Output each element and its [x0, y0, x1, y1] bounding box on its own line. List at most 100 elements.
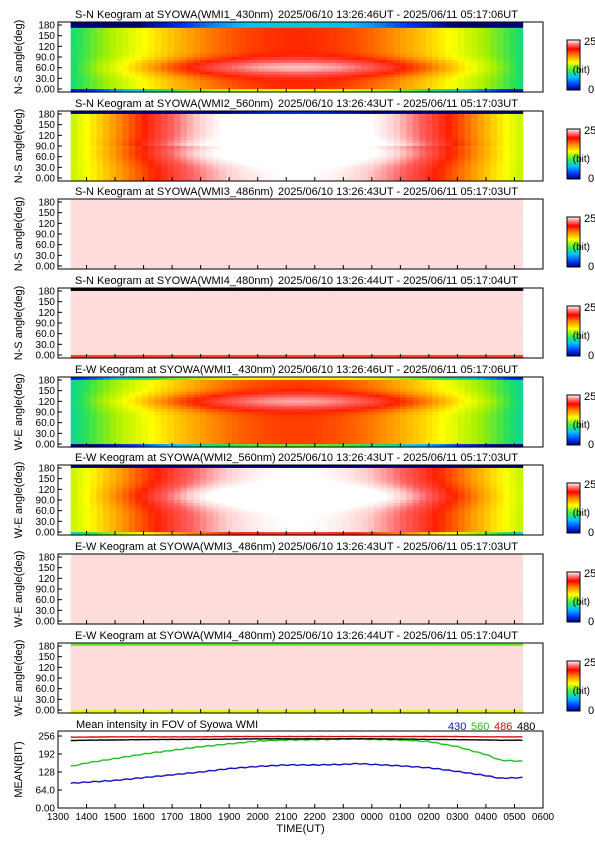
- keogram-cell: [367, 234, 375, 238]
- keogram-cell: [354, 248, 362, 253]
- keogram-cell: [257, 143, 265, 147]
- keogram-cell: [503, 24, 511, 29]
- keogram-cell: [174, 24, 182, 29]
- keogram-cell: [399, 231, 408, 235]
- keogram-cell: [509, 42, 517, 46]
- keogram-cell: [516, 157, 524, 162]
- keogram-cell: [238, 148, 246, 153]
- keogram-cell: [380, 234, 388, 238]
- keogram-cell: [380, 231, 388, 235]
- keogram-cell: [316, 266, 324, 270]
- keogram-cell: [412, 39, 420, 44]
- keogram-cell: [361, 143, 369, 147]
- keogram-cell: [103, 113, 111, 118]
- keogram-cell: [245, 169, 253, 173]
- keogram-cell: [516, 160, 524, 165]
- keogram-cell: [458, 154, 466, 159]
- keogram-cell: [458, 22, 466, 26]
- keogram-cell: [154, 137, 162, 141]
- keogram-cell: [270, 166, 278, 170]
- keogram-cell: [425, 33, 433, 38]
- keogram-cell: [464, 236, 472, 241]
- keogram-cell: [328, 140, 336, 144]
- keogram-cell: [451, 125, 459, 130]
- keogram-cell: [180, 59, 188, 64]
- keogram-cell: [516, 68, 524, 73]
- keogram-cell: [83, 113, 91, 118]
- keogram-cell: [393, 146, 401, 150]
- keogram-cell: [419, 236, 427, 241]
- keogram-cell: [167, 166, 175, 170]
- keogram-cell: [154, 151, 162, 156]
- keogram-cell: [186, 62, 194, 67]
- keogram-cell: [77, 33, 85, 38]
- keogram-cell: [458, 33, 466, 38]
- keogram-cell: [122, 30, 130, 35]
- keogram-cell: [451, 86, 459, 90]
- keogram-cell: [77, 62, 85, 67]
- keogram-cell: [283, 137, 291, 141]
- keogram-cell: [90, 33, 98, 38]
- keogram-cell: [238, 210, 246, 215]
- keogram-cell: [257, 51, 265, 55]
- keogram-cell: [438, 151, 446, 156]
- keogram-cell: [141, 59, 149, 64]
- keogram-cell: [503, 113, 511, 118]
- keogram-cell: [70, 251, 78, 256]
- keogram-cell: [335, 143, 343, 147]
- keogram-cell: [70, 169, 78, 173]
- keogram-cell: [180, 257, 188, 261]
- keogram-cell: [232, 263, 240, 267]
- keogram-cell: [257, 30, 265, 35]
- keogram-cell: [341, 146, 349, 150]
- keogram-cell: [361, 175, 369, 179]
- keogram-cell: [180, 65, 188, 70]
- keogram-cell: [438, 172, 446, 176]
- keogram-cell: [238, 74, 246, 79]
- keogram-cell: [277, 24, 285, 29]
- keogram-cell: [432, 151, 440, 156]
- keogram-cell: [322, 242, 330, 247]
- keogram-cell: [115, 24, 123, 29]
- keogram-cell: [128, 39, 136, 44]
- keogram-cell: [77, 228, 85, 232]
- keogram-cell: [180, 263, 188, 267]
- keogram-cell: [445, 151, 453, 156]
- keogram-cell: [374, 263, 382, 267]
- keogram-cell: [206, 219, 214, 223]
- keogram-cell: [186, 51, 194, 55]
- keogram-cell: [90, 39, 98, 44]
- keogram-cell: [283, 89, 291, 93]
- keogram-cell: [451, 157, 459, 162]
- keogram-cell: [264, 231, 272, 235]
- keogram-cell: [141, 22, 149, 26]
- keogram-cell: [322, 263, 330, 267]
- keogram-cell: [128, 80, 136, 84]
- keogram-cell: [477, 148, 485, 153]
- keogram-cell: [374, 59, 382, 64]
- keogram-cell: [387, 207, 395, 212]
- keogram-cell: [516, 71, 524, 76]
- keogram-cell: [141, 57, 149, 61]
- keogram-cell: [406, 27, 414, 32]
- keogram-cell: [348, 140, 356, 144]
- keogram-cell: [309, 199, 317, 203]
- keogram-cell: [96, 169, 104, 173]
- keogram-cell: [432, 248, 440, 253]
- keogram-cell: [458, 131, 466, 135]
- keogram-cell: [380, 62, 388, 67]
- keogram-cell: [296, 48, 304, 52]
- keogram-cell: [309, 204, 317, 209]
- keogram-cell: [354, 27, 362, 32]
- keogram-cell: [141, 68, 149, 73]
- keogram-cell: [496, 39, 504, 44]
- keogram-cell: [303, 68, 311, 73]
- keogram-cell: [425, 122, 433, 127]
- keogram-cell: [212, 71, 220, 76]
- keogram-cell: [341, 36, 349, 41]
- keogram-cell: [264, 62, 272, 67]
- keogram-cell: [477, 36, 485, 41]
- keogram-cell: [122, 113, 130, 118]
- keogram-cell: [232, 228, 240, 232]
- keogram-cell: [264, 148, 272, 153]
